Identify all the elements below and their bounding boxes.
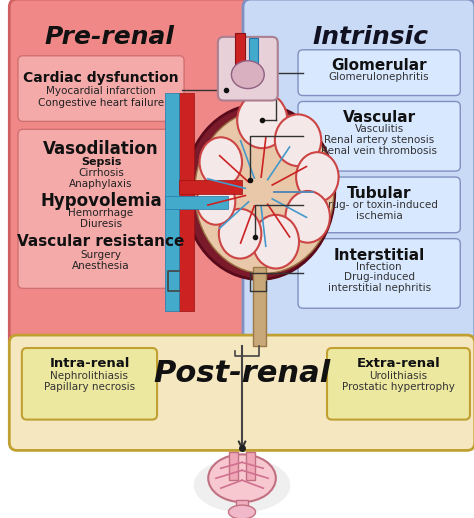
Text: Hypovolemia: Hypovolemia [40, 192, 162, 210]
Text: Papillary necrosis: Papillary necrosis [44, 382, 135, 392]
Text: Drug-induced: Drug-induced [344, 272, 415, 282]
Ellipse shape [285, 191, 330, 242]
Text: Cirrhosis: Cirrhosis [78, 168, 124, 178]
Bar [249, 38, 258, 78]
Text: Vasculitis: Vasculitis [355, 124, 404, 134]
Ellipse shape [184, 105, 335, 279]
Text: Myocardial infarction: Myocardial infarction [46, 85, 156, 96]
Text: Intra-renal: Intra-renal [49, 357, 130, 370]
Text: Surgery: Surgery [81, 250, 121, 260]
FancyBboxPatch shape [9, 335, 474, 451]
Text: Renal artery stenosis: Renal artery stenosis [324, 135, 434, 145]
Text: Vascular resistance: Vascular resistance [18, 234, 185, 249]
Text: Post-renal: Post-renal [154, 359, 331, 388]
FancyBboxPatch shape [243, 0, 474, 349]
FancyBboxPatch shape [22, 348, 157, 420]
Bar [165, 196, 228, 209]
Text: Sepsis: Sepsis [81, 157, 121, 167]
Bar [235, 33, 245, 78]
Ellipse shape [296, 152, 338, 202]
Ellipse shape [253, 215, 299, 268]
Text: interstitial nephritis: interstitial nephritis [328, 283, 431, 293]
Text: Tubular: Tubular [347, 186, 411, 201]
FancyBboxPatch shape [9, 0, 256, 349]
Text: Pre-renal: Pre-renal [45, 25, 175, 49]
Bar [253, 266, 266, 346]
Text: Extra-renal: Extra-renal [356, 357, 440, 370]
Text: Vascular: Vascular [343, 110, 416, 125]
Bar [165, 93, 179, 311]
Text: Diuresis: Diuresis [80, 219, 122, 229]
Bar [179, 93, 194, 311]
Bar [179, 180, 242, 194]
Text: Congestive heart failure: Congestive heart failure [38, 97, 164, 108]
FancyBboxPatch shape [298, 177, 460, 233]
FancyBboxPatch shape [327, 348, 470, 420]
FancyBboxPatch shape [18, 130, 184, 289]
Bar [229, 452, 238, 480]
FancyBboxPatch shape [218, 37, 278, 100]
Ellipse shape [194, 458, 290, 512]
Text: ischemia: ischemia [356, 211, 402, 221]
Text: Anaphylaxis: Anaphylaxis [69, 179, 133, 189]
Text: Glomerulonephritis: Glomerulonephritis [329, 71, 429, 82]
Text: Intrinsic: Intrinsic [312, 25, 428, 49]
Text: Interstitial: Interstitial [334, 248, 425, 263]
Ellipse shape [228, 505, 255, 518]
Ellipse shape [219, 209, 261, 258]
FancyBboxPatch shape [298, 50, 460, 95]
Ellipse shape [237, 93, 287, 148]
Text: Glomerular: Glomerular [331, 57, 427, 73]
Ellipse shape [208, 454, 276, 502]
Text: Nephrolithiasis: Nephrolithiasis [50, 371, 128, 381]
Ellipse shape [200, 137, 242, 187]
Bar [236, 500, 248, 516]
Text: Prostatic hypertrophy: Prostatic hypertrophy [342, 382, 455, 392]
Text: Drug- or toxin-induced: Drug- or toxin-induced [320, 200, 438, 210]
Text: Renal vein thrombosis: Renal vein thrombosis [321, 146, 437, 156]
Ellipse shape [195, 110, 334, 274]
FancyBboxPatch shape [18, 56, 184, 121]
Text: Urolithiasis: Urolithiasis [369, 371, 428, 381]
FancyBboxPatch shape [298, 102, 460, 171]
Text: Infection: Infection [356, 262, 402, 271]
Text: Vasodilation: Vasodilation [43, 140, 159, 159]
Text: Anesthesia: Anesthesia [72, 261, 130, 270]
FancyBboxPatch shape [298, 239, 460, 308]
Ellipse shape [275, 114, 321, 166]
Bar [246, 452, 255, 480]
Text: Cardiac dysfunction: Cardiac dysfunction [23, 70, 179, 84]
Ellipse shape [231, 61, 264, 89]
Text: Hemorrhage: Hemorrhage [68, 208, 134, 218]
Ellipse shape [197, 179, 235, 225]
